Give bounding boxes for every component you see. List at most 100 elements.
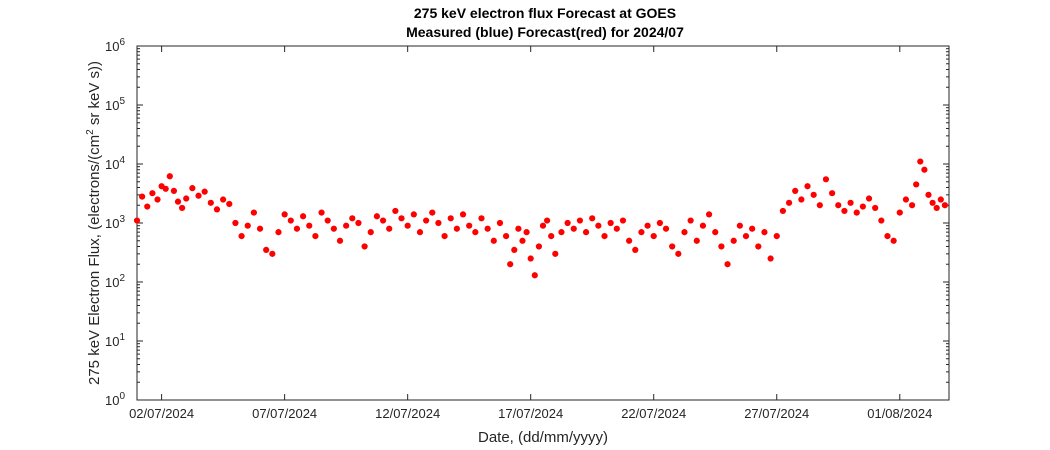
data-point <box>263 246 270 253</box>
data-point <box>925 191 932 198</box>
data-point <box>232 219 239 227</box>
data-point <box>878 217 885 224</box>
data-point <box>669 243 676 250</box>
data-point <box>785 199 793 206</box>
data-point <box>361 243 368 250</box>
data-point <box>281 211 288 218</box>
data-point <box>179 204 186 212</box>
data-point <box>724 261 731 268</box>
data-point <box>548 232 555 240</box>
data-point <box>662 225 670 232</box>
y-axis-label-superscript: 2 <box>85 129 96 135</box>
y-tick-label: 101 <box>105 332 125 349</box>
data-point <box>355 219 362 227</box>
data-point <box>908 202 916 209</box>
data-point <box>531 272 538 279</box>
data-point <box>275 229 282 236</box>
data-point <box>478 215 485 222</box>
data-point <box>656 219 663 227</box>
data-point <box>761 229 768 236</box>
data-point <box>256 225 264 232</box>
data-point <box>564 219 571 227</box>
data-point <box>755 243 762 250</box>
data-point <box>162 185 169 192</box>
data-point <box>330 225 337 232</box>
data-point <box>507 261 514 268</box>
data-point <box>544 217 551 224</box>
data-point <box>349 215 356 222</box>
x-tick-label: 07/07/2024 <box>252 406 317 421</box>
data-point <box>853 209 860 216</box>
data-point <box>373 213 381 220</box>
data-point <box>484 225 491 232</box>
data-point <box>306 222 313 229</box>
data-point <box>558 229 565 236</box>
chart-title: 275 keV electron flux Forecast at GOES <box>414 5 676 21</box>
data-point <box>423 217 430 224</box>
data-point <box>398 215 405 222</box>
data-point <box>773 232 780 240</box>
data-point <box>872 204 879 212</box>
data-point <box>681 229 688 236</box>
x-axis-ticks: 02/07/2024 07/07/2024 12/07/2024 17/07/2024… <box>129 46 932 421</box>
data-point <box>921 166 928 173</box>
data-point <box>933 204 940 212</box>
data-point <box>318 209 325 216</box>
data-point <box>705 211 713 218</box>
data-point <box>896 209 903 216</box>
data-point <box>929 199 936 206</box>
data-point <box>287 217 294 224</box>
data-point <box>804 183 811 190</box>
data-point <box>490 237 497 244</box>
data-point <box>170 187 178 194</box>
data-point <box>472 229 479 236</box>
data-point <box>244 222 251 229</box>
data-point <box>644 222 651 229</box>
data-point <box>619 217 627 224</box>
data-point <box>712 229 719 236</box>
data-point <box>589 215 596 222</box>
data-point <box>859 203 866 210</box>
y-tick-label: 105 <box>105 96 125 113</box>
data-point <box>453 225 460 232</box>
data-point <box>392 207 399 215</box>
data-point <box>687 217 694 224</box>
data-point <box>749 225 756 232</box>
x-tick-label: 12/07/2024 <box>375 406 440 421</box>
data-point <box>613 225 620 232</box>
data-point <box>447 215 454 222</box>
data-point <box>865 195 873 202</box>
data-point <box>324 217 331 224</box>
data-point <box>404 222 411 229</box>
x-tick-label: 17/07/2024 <box>498 406 563 421</box>
data-point <box>917 158 924 165</box>
data-point <box>174 198 182 205</box>
data-point <box>154 196 161 203</box>
x-tick-label: 22/07/2024 <box>621 406 686 421</box>
data-point <box>515 225 522 232</box>
data-point <box>884 232 891 240</box>
data-point <box>539 222 547 229</box>
data-point <box>816 202 823 209</box>
data-point <box>410 211 417 218</box>
data-point <box>312 232 319 240</box>
y-axis-label-part-1: 275 keV Electron Flux, (electrons/(cm <box>86 135 103 385</box>
data-point <box>792 187 799 194</box>
data-point <box>835 202 842 209</box>
data-point <box>675 250 682 257</box>
data-point <box>429 209 436 216</box>
y-tick-label: 106 <box>105 37 125 54</box>
data-point <box>459 211 467 218</box>
data-point <box>626 237 633 244</box>
forecast-points <box>133 158 949 279</box>
data-point <box>779 207 787 215</box>
data-point <box>736 222 743 229</box>
data-point <box>144 203 151 210</box>
data-point <box>213 206 221 213</box>
data-point <box>607 219 614 227</box>
chart-subtitle: Measured (blue) Forecast(red) for 2024/0… <box>406 24 684 40</box>
data-point <box>367 229 374 236</box>
y-tick-label: 103 <box>105 214 125 231</box>
x-tick-label: 02/07/2024 <box>129 406 194 421</box>
